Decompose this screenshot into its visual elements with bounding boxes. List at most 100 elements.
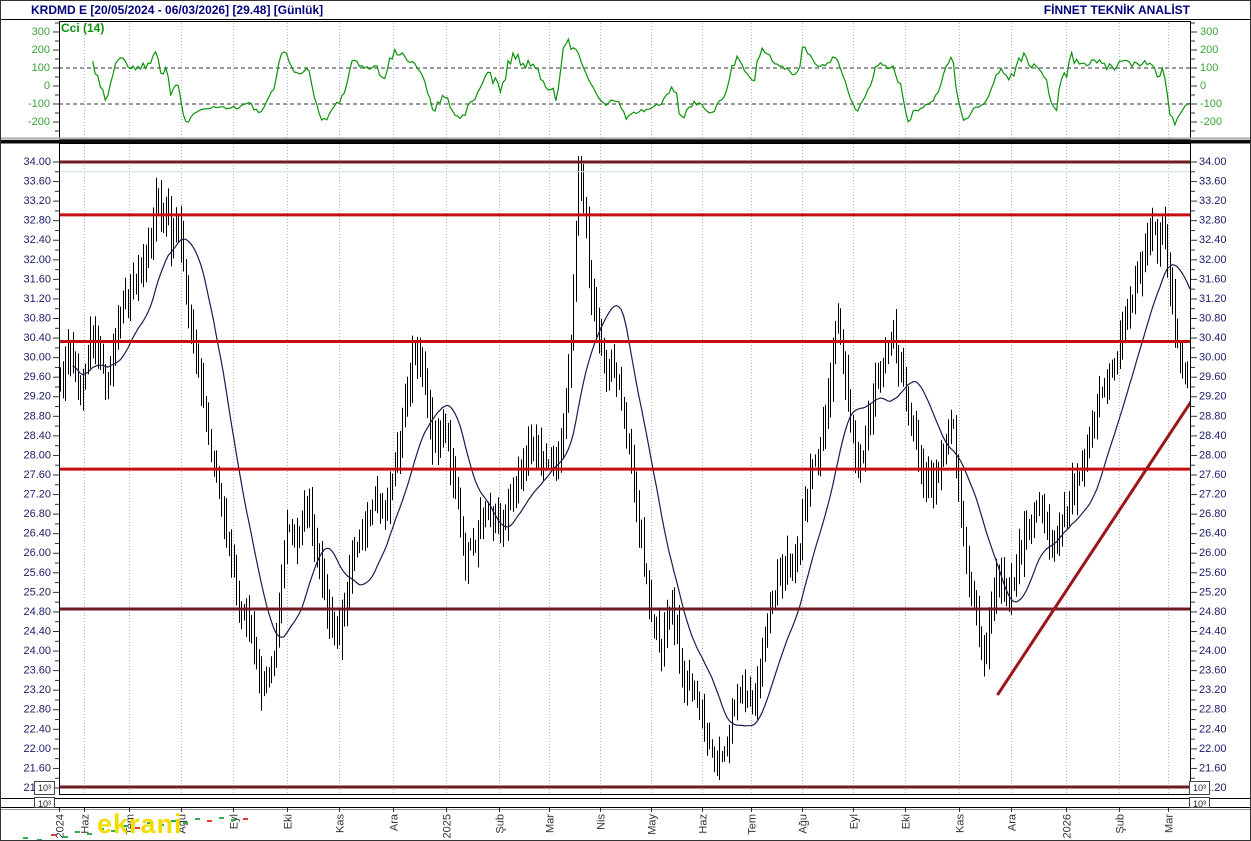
cci-reference-lines: [59, 67, 1191, 105]
svg-text:25.20: 25.20: [1199, 586, 1227, 598]
svg-text:22.80: 22.80: [1199, 704, 1227, 716]
svg-text:Şub: Şub: [495, 814, 507, 834]
svg-text:Tem: Tem: [747, 814, 759, 835]
svg-text:32.80: 32.80: [1199, 215, 1227, 227]
svg-text:31.60: 31.60: [1199, 273, 1227, 285]
svg-text:26.40: 26.40: [23, 528, 51, 540]
svg-text:24.40: 24.40: [1199, 625, 1227, 637]
svg-text:29.20: 29.20: [23, 391, 51, 403]
svg-text:32.80: 32.80: [23, 215, 51, 227]
svg-text:22.40: 22.40: [1199, 723, 1227, 735]
svg-text:26.40: 26.40: [1199, 528, 1227, 540]
svg-text:28.80: 28.80: [1199, 410, 1227, 422]
svg-text:27.20: 27.20: [23, 489, 51, 501]
svg-text:27.60: 27.60: [1199, 469, 1227, 481]
svg-text:30.00: 30.00: [23, 352, 51, 364]
svg-text:-100: -100: [28, 98, 50, 110]
trend-line: [996, 400, 1191, 696]
svg-text:22.80: 22.80: [23, 704, 51, 716]
svg-text:Eki: Eki: [901, 814, 913, 829]
svg-text:32.40: 32.40: [23, 234, 51, 246]
left-scale-badge: 10³: [34, 781, 56, 795]
svg-text:Kas: Kas: [955, 814, 967, 833]
support-resistance-lines: [59, 160, 1191, 789]
svg-text:24.00: 24.00: [1199, 645, 1227, 657]
svg-text:28.00: 28.00: [1199, 449, 1227, 461]
svg-text:25.20: 25.20: [23, 586, 51, 598]
svg-text:32.40: 32.40: [1199, 234, 1227, 246]
watermark-text: ekrani: [97, 809, 183, 839]
svg-text:29.60: 29.60: [23, 371, 51, 383]
svg-text:Nis: Nis: [596, 814, 608, 830]
svg-text:29.60: 29.60: [1199, 371, 1227, 383]
svg-text:33.20: 33.20: [23, 195, 51, 207]
svg-text:30.80: 30.80: [1199, 312, 1227, 324]
svg-text:0: 0: [44, 80, 50, 92]
svg-text:100: 100: [1200, 62, 1218, 74]
svg-text:28.80: 28.80: [23, 410, 51, 422]
svg-text:32.00: 32.00: [23, 254, 51, 266]
cci-axis-labels: 300 300 200 200 100 100 0 0 -100 -100 -200 -200: [28, 22, 1222, 132]
svg-text:2025: 2025: [442, 814, 454, 838]
left-scale-badge-2: 10³: [34, 797, 56, 808]
svg-text:Mar: Mar: [545, 814, 557, 833]
svg-text:22.40: 22.40: [23, 723, 51, 735]
svg-text:23.60: 23.60: [23, 665, 51, 677]
svg-text:Ağu: Ağu: [177, 814, 189, 834]
svg-text:Eki: Eki: [283, 814, 295, 829]
svg-text:21.60: 21.60: [1199, 762, 1227, 774]
svg-text:Ağu: Ağu: [798, 814, 810, 834]
svg-text:24.80: 24.80: [23, 606, 51, 618]
svg-text:26.00: 26.00: [23, 547, 51, 559]
svg-text:33.60: 33.60: [1199, 176, 1227, 188]
svg-text:Şub: Şub: [1115, 814, 1127, 834]
svg-text:27.60: 27.60: [23, 469, 51, 481]
svg-text:22.00: 22.00: [1199, 743, 1227, 755]
svg-text:30.00: 30.00: [1199, 352, 1227, 364]
price-axis-labels: 34.00 34.00 33.60 33.60 33.20 33.20 32.80 32.80…: [23, 156, 1226, 794]
ma-line: [72, 238, 1191, 727]
svg-text:Eyl: Eyl: [229, 814, 241, 829]
watermark-sparkline: [23, 817, 248, 840]
brand-title: FİNNET TEKNİK ANALİST: [1043, 3, 1190, 17]
svg-text:-100: -100: [1200, 98, 1222, 110]
svg-text:28.40: 28.40: [23, 430, 51, 442]
svg-text:25.60: 25.60: [1199, 567, 1227, 579]
svg-text:23.20: 23.20: [23, 684, 51, 696]
svg-text:Haz: Haz: [698, 814, 710, 834]
cci-indicator-label: Cci (14): [61, 21, 105, 35]
svg-text:-200: -200: [1200, 116, 1222, 128]
svg-text:Kas: Kas: [335, 814, 347, 833]
svg-text:300: 300: [1200, 26, 1218, 38]
svg-text:24.00: 24.00: [23, 645, 51, 657]
svg-text:26.80: 26.80: [23, 508, 51, 520]
svg-text:23.60: 23.60: [1199, 665, 1227, 677]
price-bars: [60, 156, 1191, 780]
svg-text:29.20: 29.20: [1199, 391, 1227, 403]
svg-text:34.00: 34.00: [23, 156, 51, 168]
svg-text:200: 200: [1200, 44, 1218, 56]
svg-text:2024: 2024: [55, 814, 67, 838]
svg-text:28.40: 28.40: [1199, 430, 1227, 442]
svg-text:26.80: 26.80: [1199, 508, 1227, 520]
right-scale-badge-2: 10³: [1189, 797, 1211, 808]
svg-text:30.40: 30.40: [23, 332, 51, 344]
svg-text:34.00: 34.00: [1199, 156, 1227, 168]
svg-text:21.60: 21.60: [23, 762, 51, 774]
svg-text:23.20: 23.20: [1199, 684, 1227, 696]
svg-text:25.60: 25.60: [23, 567, 51, 579]
svg-text:Ara: Ara: [389, 813, 401, 831]
svg-text:-200: -200: [28, 116, 50, 128]
svg-text:31.60: 31.60: [23, 273, 51, 285]
svg-text:300: 300: [32, 26, 50, 38]
svg-text:Haz: Haz: [80, 814, 92, 834]
svg-text:32.00: 32.00: [1199, 254, 1227, 266]
svg-text:Mar: Mar: [1164, 814, 1176, 833]
svg-text:0: 0: [1200, 80, 1206, 92]
svg-text:2026: 2026: [1062, 814, 1074, 838]
svg-text:Ara: Ara: [1007, 813, 1019, 831]
panel-frames: [1, 21, 1250, 810]
svg-text:33.20: 33.20: [1199, 195, 1227, 207]
svg-text:200: 200: [32, 44, 50, 56]
